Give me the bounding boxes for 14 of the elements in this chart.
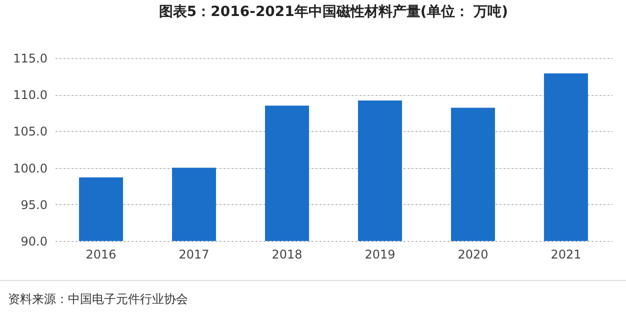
- chart-title: 图表5：2016-2021年中国磁性材料产量(单位： 万吨): [158, 3, 508, 20]
- x-tick-label: 2016: [86, 248, 116, 262]
- x-tick-label: 2019: [364, 248, 396, 262]
- x-tick-label: 2021: [550, 248, 582, 262]
- x-tick-label: 2018: [272, 248, 302, 262]
- y-tick-label: 115.0: [13, 52, 48, 66]
- text: 资料来源：中国电子元件行业协会: [8, 291, 188, 308]
- y-tick-label: 110.0: [13, 88, 48, 102]
- y-tick-label: 100.0: [13, 161, 48, 176]
- x-tick-label: 2020: [458, 248, 488, 262]
- y-tick-label: 105.0: [13, 124, 48, 139]
- x-tick-label: 2017: [178, 248, 210, 262]
- y-tick-label: 95.0: [20, 198, 48, 212]
- y-tick-label: 90.0: [20, 234, 48, 248]
